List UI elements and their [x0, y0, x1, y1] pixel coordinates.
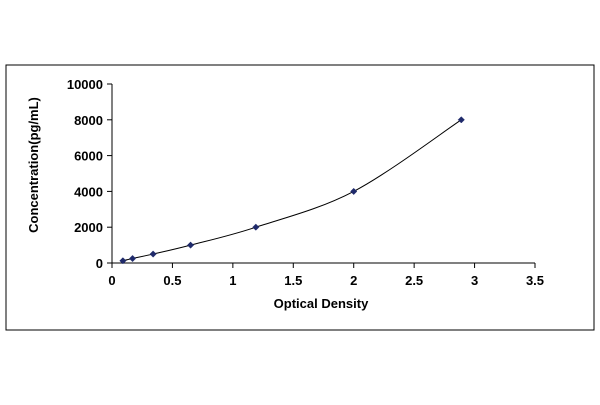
plot-area: 0 0.5 1 1.5 2 2.5 3 3.5 0 2000 4000 6000 8000 10000	[67, 77, 544, 288]
y-tick-label: 10000	[67, 77, 103, 92]
y-tick-label: 4000	[74, 184, 103, 199]
chart-border	[5, 64, 595, 331]
x-tick-label: 2	[350, 273, 357, 288]
y-tick-label: 0	[96, 256, 103, 271]
x-axis-title: Optical Density	[274, 296, 369, 311]
y-tick-label: 8000	[74, 113, 103, 128]
data-point	[149, 250, 157, 258]
data-point	[350, 187, 358, 195]
y-tick-label: 2000	[74, 220, 103, 235]
x-tick-label: 0	[108, 273, 115, 288]
data-point	[128, 254, 137, 263]
data-point	[252, 223, 260, 231]
data-point	[119, 257, 127, 265]
x-tick-label: 3.5	[526, 273, 544, 288]
x-tick-label: 1	[229, 273, 236, 288]
x-tick-label: 0.5	[163, 273, 181, 288]
data-point	[457, 116, 465, 124]
x-tick-label: 3	[471, 273, 478, 288]
data-point	[187, 241, 195, 249]
y-axis-title: Concentration(pg/mL)	[26, 97, 41, 233]
x-tick-label: 1.5	[284, 273, 302, 288]
y-tick-label: 6000	[74, 149, 103, 164]
x-tick-label: 2.5	[405, 273, 423, 288]
